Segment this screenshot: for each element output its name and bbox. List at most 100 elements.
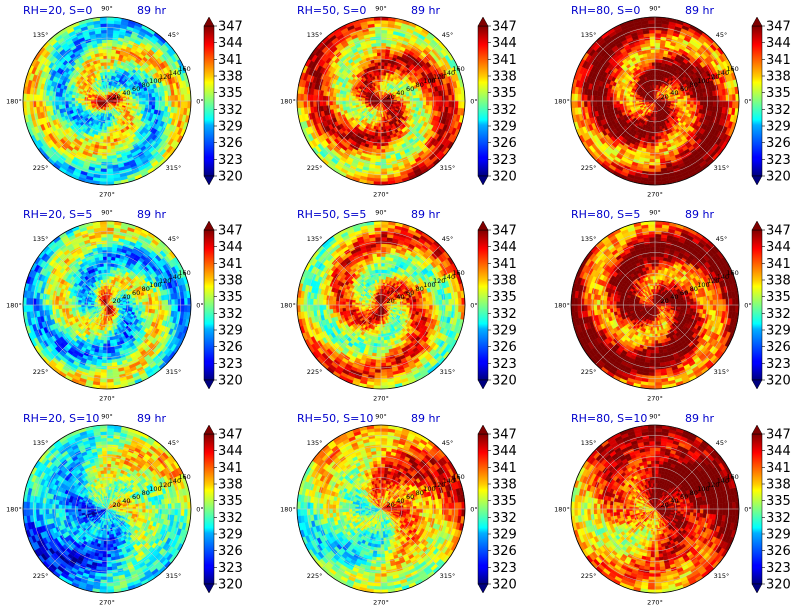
colorbar-tick-label: 332	[492, 103, 517, 118]
heatmap-cell	[379, 116, 382, 121]
angle-tick-label: 45°	[168, 31, 180, 39]
heatmap-cell	[606, 100, 611, 106]
heatmap-cell	[654, 81, 657, 86]
heatmap-cell	[106, 136, 111, 140]
heatmap-cell	[651, 65, 656, 69]
heatmap-cell	[101, 126, 105, 131]
heatmap-cell	[106, 23, 114, 28]
heatmap-cell	[686, 103, 691, 108]
heatmap-cell	[376, 152, 382, 157]
heatmap-cell	[438, 100, 443, 107]
heatmap-cell	[68, 94, 73, 99]
heatmap-cell	[609, 96, 614, 102]
heatmap-cell	[375, 126, 379, 131]
radius-tick-label: 160	[452, 65, 464, 73]
heatmap-cell	[380, 168, 388, 173]
heatmap-cell	[141, 103, 146, 108]
radius-tick-label: 40	[396, 89, 404, 97]
heatmap-cell	[425, 100, 430, 106]
heatmap-cell	[35, 94, 40, 102]
heatmap-cell	[376, 45, 382, 50]
heatmap-cell	[448, 100, 453, 108]
heatmap-cell	[106, 42, 113, 47]
heatmap-cell	[612, 100, 617, 105]
heatmap-cell	[148, 100, 153, 106]
heatmap-cell	[158, 96, 163, 102]
heatmap-cell	[377, 133, 382, 137]
heatmap-cell	[603, 100, 607, 106]
heatmap-cell	[378, 123, 382, 127]
angle-tick-label: 180°	[6, 97, 22, 105]
heatmap-cell	[377, 65, 382, 69]
heatmap-cell	[413, 100, 417, 105]
heatmap-cell	[325, 100, 330, 106]
heatmap-cell	[58, 100, 63, 106]
heatmap-cell	[100, 33, 108, 37]
heatmap-cell	[699, 96, 704, 102]
heatmap-cell	[32, 100, 37, 108]
heatmap-cell	[435, 100, 440, 107]
heatmap-cell	[419, 97, 424, 102]
heatmap-cell	[142, 97, 146, 102]
heatmap-cell	[380, 149, 386, 153]
heatmap-cell	[654, 68, 658, 73]
heatmap-cell	[180, 94, 185, 102]
heatmap-cell	[161, 95, 166, 102]
heatmap-cell	[406, 100, 411, 104]
heatmap-cell	[61, 96, 66, 102]
colorbar-tick-label: 329	[492, 120, 517, 135]
panel-title: RH=50, S=0	[297, 4, 366, 17]
heatmap-cell	[603, 96, 607, 102]
heatmap-cell	[396, 100, 401, 103]
heatmap-cell	[319, 100, 324, 107]
heatmap-cell	[351, 95, 356, 99]
heatmap-cell	[106, 178, 115, 182]
colorbar-tick-label: 323	[218, 153, 243, 168]
heatmap-cell	[448, 94, 453, 102]
heatmap-cell	[374, 23, 382, 28]
heatmap-cell	[670, 100, 675, 103]
heatmap-cell	[361, 99, 366, 102]
heatmap-cell	[348, 98, 353, 102]
radius-tick-label: 160	[178, 65, 190, 73]
heatmap-cell	[101, 42, 108, 47]
heatmap-cell	[139, 97, 143, 102]
heatmap-cell	[101, 39, 108, 44]
heatmap-cell	[335, 100, 340, 106]
heatmap-cell	[329, 100, 333, 106]
heatmap-cell	[348, 95, 353, 99]
heatmap-cell	[338, 97, 343, 102]
colorbar-tick-label: 341	[218, 53, 243, 68]
angle-tick-label: 90°	[375, 4, 387, 12]
heatmap-cell	[139, 100, 143, 105]
heatmap-cell	[652, 126, 656, 131]
panel-time-label: 89 hr	[411, 4, 440, 17]
heatmap-cell	[654, 142, 660, 147]
heatmap-cell	[416, 100, 420, 105]
heatmap-cell	[432, 100, 437, 106]
heatmap-cell	[342, 94, 347, 99]
colorbar-tick-label: 320	[492, 170, 517, 185]
radius-tick-label: 60	[406, 85, 414, 93]
heatmap-cell	[161, 100, 166, 107]
heatmap-cell	[425, 96, 430, 102]
heatmap-cell	[106, 39, 113, 44]
angle-tick-label: 270°	[99, 190, 115, 198]
heatmap-cell	[654, 49, 660, 53]
heatmap-cell	[109, 68, 113, 73]
heatmap-cell	[687, 100, 691, 105]
panel: 0°45°90°135°180°225°270°315°204060801001…	[554, 4, 791, 198]
heatmap-cell	[650, 142, 656, 147]
heatmap-cell	[380, 68, 384, 73]
heatmap-cell	[48, 100, 53, 107]
heatmap-cell	[106, 174, 114, 179]
heatmap-cell	[155, 100, 159, 106]
heatmap-cell	[151, 96, 156, 102]
heatmap-cell	[378, 129, 382, 134]
heatmap-cell	[61, 100, 66, 106]
colorbar-tick-label: 338	[492, 70, 517, 85]
heatmap-cell	[45, 95, 50, 102]
heatmap-cell	[680, 100, 685, 104]
heatmap-cell	[174, 94, 179, 102]
